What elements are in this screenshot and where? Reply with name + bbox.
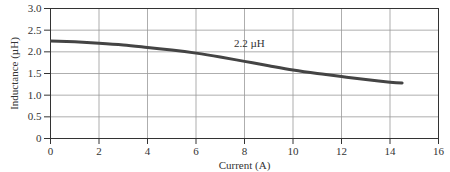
svg-text:2.0: 2.0 <box>28 45 42 57</box>
svg-text:8: 8 <box>242 145 248 157</box>
svg-text:6: 6 <box>193 145 199 157</box>
svg-text:4: 4 <box>145 145 151 157</box>
svg-text:2: 2 <box>96 145 102 157</box>
svg-text:16: 16 <box>433 145 445 157</box>
svg-text:Inductance (µH): Inductance (µH) <box>8 37 21 110</box>
svg-text:14: 14 <box>385 145 397 157</box>
svg-text:1.0: 1.0 <box>28 89 42 101</box>
svg-text:0.5: 0.5 <box>28 110 42 122</box>
svg-text:2.5: 2.5 <box>28 24 42 36</box>
svg-text:1.5: 1.5 <box>28 67 42 79</box>
svg-text:10: 10 <box>288 145 300 157</box>
svg-text:3.0: 3.0 <box>28 2 42 14</box>
svg-text:12: 12 <box>336 145 347 157</box>
svg-text:0: 0 <box>48 145 54 157</box>
svg-text:Current (A): Current (A) <box>219 159 271 172</box>
svg-text:2.2 µH: 2.2 µH <box>234 37 265 49</box>
svg-text:0: 0 <box>36 132 42 144</box>
